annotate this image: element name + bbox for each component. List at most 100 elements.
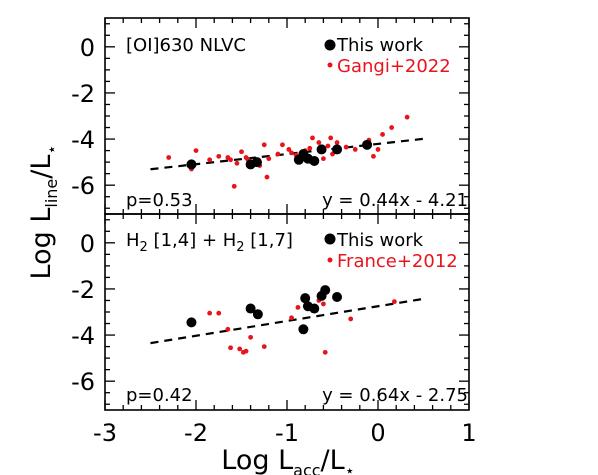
- point-literature: [243, 348, 249, 354]
- point-literature: [286, 147, 292, 152]
- point-this-work: [186, 317, 197, 328]
- point-this-work: [309, 155, 320, 166]
- x-tick-label: -3: [93, 419, 117, 447]
- y-axis-title-mid: /L: [26, 155, 57, 179]
- point-literature: [216, 153, 222, 159]
- point-literature: [264, 174, 270, 180]
- point-literature: [261, 142, 267, 148]
- point-literature: [207, 157, 213, 163]
- panel-h2-legend: This work France+2012: [324, 230, 458, 272]
- legend-france-label: France+2012: [337, 251, 458, 272]
- panel-h2-title-p4: [1,7]: [245, 230, 293, 251]
- legend-this-work-marker: [324, 39, 336, 51]
- panel-oi630-legend: This work Gangi+2022: [324, 35, 451, 77]
- point-literature: [343, 144, 349, 150]
- point-literature: [225, 326, 231, 332]
- panel-h2-title: H2 [1,4] + H2 [1,7]: [126, 230, 293, 255]
- panel-oi630-fit-equation: y = 0.44x - 4.21: [322, 190, 468, 211]
- y-axis-title-star: ⋆: [42, 145, 61, 155]
- point-this-work: [300, 293, 311, 304]
- legend-this-work-label: This work: [336, 230, 424, 251]
- point-this-work: [298, 324, 309, 335]
- point-literature: [389, 125, 395, 130]
- point-literature: [375, 147, 381, 152]
- y-tick-label: 0: [80, 34, 95, 62]
- x-tick-label: -2: [184, 419, 208, 447]
- point-literature: [289, 315, 294, 321]
- svg-text:Log Lline/L⋆: Log Lline/L⋆: [26, 145, 61, 280]
- panel-h2-p-value: p=0.42: [126, 385, 193, 406]
- point-literature: [166, 155, 172, 160]
- x-axis-title-main: Log L: [221, 445, 293, 475]
- x-tick-label: -1: [275, 419, 299, 447]
- y-axis-title-main: Log L: [26, 208, 57, 280]
- x-tick-label: 0: [370, 419, 385, 447]
- fit-line: [150, 297, 424, 345]
- point-literature: [348, 316, 354, 322]
- panel-h2-title-p1: 2: [140, 240, 148, 255]
- panel-oi630: 0 -2 -4 -6 [OI]630 NLVC This work Gangi+202…: [71, 17, 470, 215]
- point-literature: [391, 299, 397, 305]
- x-tick-labels: -3 -2 -1 0 1: [93, 419, 477, 447]
- y-tick-label: -4: [71, 126, 95, 154]
- legend-this-work-label: This work: [336, 35, 424, 56]
- point-literature: [380, 132, 385, 137]
- point-literature: [216, 310, 222, 316]
- x-axis-title: Log Lacc/L⋆: [221, 445, 354, 475]
- point-this-work: [320, 285, 331, 296]
- panel-oi630-p-value: p=0.53: [126, 190, 193, 211]
- point-this-work: [316, 144, 327, 155]
- point-literature: [237, 346, 243, 352]
- point-this-work: [332, 144, 343, 155]
- x-axis-title-mid: /L: [321, 445, 345, 475]
- panel-h2-fit-equation: y = 0.64x - 2.75: [322, 385, 468, 406]
- y-tick-label: -2: [71, 276, 95, 304]
- point-literature: [239, 149, 244, 155]
- point-literature: [234, 160, 240, 166]
- legend-gangi-label: Gangi+2022: [337, 56, 451, 77]
- point-this-work: [252, 309, 263, 320]
- point-this-work: [251, 157, 262, 168]
- point-literature: [248, 334, 254, 340]
- x-tick-label: 1: [461, 419, 476, 447]
- point-literature: [334, 140, 340, 145]
- panel-h2-frame: [104, 213, 470, 411]
- panel-h2-title-p2: [1,4] + H: [148, 230, 236, 251]
- y-tick-label: -6: [71, 172, 95, 200]
- y-axis-title: Log Lline/L⋆: [26, 145, 61, 280]
- point-literature: [275, 151, 281, 157]
- point-literature: [321, 156, 326, 162]
- point-literature: [404, 114, 410, 120]
- legend-this-work-marker: [324, 233, 336, 245]
- point-literature: [280, 142, 285, 148]
- point-literature: [228, 345, 233, 351]
- point-this-work: [186, 159, 197, 170]
- point-literature: [295, 304, 301, 310]
- y-axis-title-sub: line: [42, 179, 61, 208]
- point-literature: [261, 344, 267, 349]
- legend-gangi-marker: [327, 62, 333, 68]
- y-tick-label: -4: [71, 322, 95, 350]
- point-this-work: [332, 292, 343, 303]
- panel-h2: 0-2-4-6 H2 [1,4] + H2 [1,7] This work Fr…: [71, 213, 470, 411]
- point-literature: [328, 135, 334, 141]
- x-axis-title-sub: acc: [293, 461, 320, 475]
- point-this-work: [245, 303, 256, 314]
- point-this-work: [309, 303, 320, 314]
- point-literature: [371, 153, 376, 159]
- point-literature: [228, 157, 233, 163]
- panel-h2-title-p3: 2: [236, 240, 244, 255]
- point-this-work: [362, 139, 373, 150]
- panel-oi630-title: [OI]630 NLVC: [126, 35, 246, 56]
- point-literature: [231, 183, 237, 189]
- legend-france-marker: [327, 257, 333, 263]
- y-tick-label: 0: [80, 230, 95, 258]
- point-literature: [321, 301, 326, 307]
- panel-h2-title-p0: H: [126, 230, 140, 251]
- point-literature: [325, 143, 331, 149]
- y-tick-label: -2: [71, 80, 95, 108]
- y-tick-label: -6: [71, 368, 95, 396]
- point-literature: [307, 145, 313, 151]
- point-literature: [310, 135, 315, 141]
